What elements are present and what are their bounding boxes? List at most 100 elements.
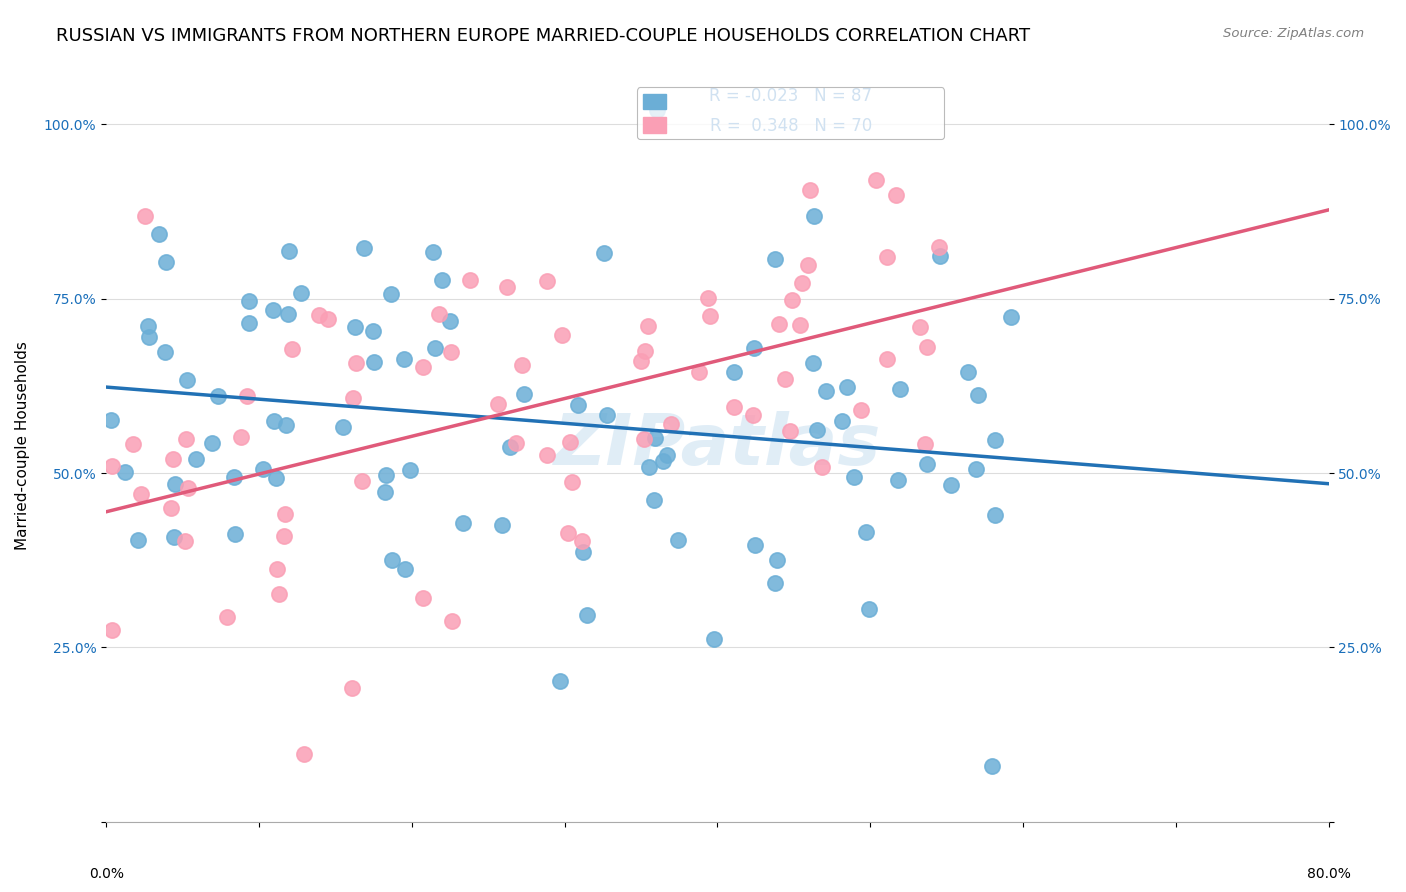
- Point: [238, 293, 260, 308]
- Point: [536, 274, 558, 288]
- Point: [638, 460, 661, 475]
- Point: [163, 477, 186, 491]
- Point: [633, 432, 655, 446]
- Point: [134, 210, 156, 224]
- Point: [361, 324, 384, 338]
- Point: [176, 481, 198, 495]
- Point: [422, 244, 444, 259]
- Point: [273, 507, 295, 521]
- Point: [439, 314, 461, 328]
- Legend: Russians, Immigrants from Northern Europe: Russians, Immigrants from Northern Europ…: [637, 87, 945, 139]
- Point: [742, 408, 765, 422]
- Point: [837, 380, 859, 394]
- Point: [427, 307, 450, 321]
- Point: [647, 103, 669, 118]
- Point: [350, 474, 373, 488]
- Point: [127, 533, 149, 548]
- Point: [851, 403, 873, 417]
- Point: [176, 373, 198, 387]
- Point: [659, 417, 682, 432]
- Point: [100, 623, 122, 637]
- Point: [281, 343, 304, 357]
- Point: [634, 343, 657, 358]
- Point: [162, 452, 184, 467]
- Point: [548, 673, 571, 688]
- Point: [440, 345, 463, 359]
- Text: 80.0%: 80.0%: [1306, 867, 1351, 881]
- Point: [697, 291, 720, 305]
- Point: [1000, 310, 1022, 324]
- Point: [277, 307, 299, 321]
- Point: [766, 553, 789, 567]
- Point: [308, 308, 330, 322]
- Point: [505, 436, 527, 450]
- Point: [842, 469, 865, 483]
- Point: [412, 591, 434, 605]
- Point: [100, 413, 122, 427]
- Point: [652, 453, 675, 467]
- Point: [810, 459, 832, 474]
- Point: [780, 293, 803, 307]
- Point: [637, 319, 659, 334]
- Point: [155, 255, 177, 269]
- Point: [884, 188, 907, 202]
- Point: [499, 440, 522, 454]
- Point: [266, 562, 288, 576]
- Point: [789, 318, 811, 333]
- Point: [374, 485, 396, 500]
- Point: [207, 389, 229, 403]
- Point: [801, 356, 824, 370]
- Text: Source: ZipAtlas.com: Source: ZipAtlas.com: [1223, 27, 1364, 40]
- Point: [592, 245, 614, 260]
- Point: [184, 451, 207, 466]
- Point: [576, 608, 599, 623]
- Point: [956, 365, 979, 379]
- Point: [398, 463, 420, 477]
- Point: [101, 459, 124, 474]
- Point: [138, 330, 160, 344]
- Point: [121, 436, 143, 450]
- Point: [657, 448, 679, 462]
- Text: R = -0.023   N = 87: R = -0.023 N = 87: [709, 87, 872, 105]
- Point: [980, 759, 1002, 773]
- Point: [510, 358, 533, 372]
- Text: ZIPatlas: ZIPatlas: [554, 410, 882, 480]
- Point: [630, 354, 652, 368]
- Point: [536, 448, 558, 462]
- Point: [928, 240, 950, 254]
- Point: [252, 462, 274, 476]
- Point: [380, 286, 402, 301]
- Point: [174, 432, 197, 446]
- Point: [458, 273, 481, 287]
- Y-axis label: Married-couple Households: Married-couple Households: [15, 341, 30, 549]
- Text: R =  0.348   N = 70: R = 0.348 N = 70: [710, 118, 872, 136]
- Point: [858, 602, 880, 616]
- Point: [572, 545, 595, 559]
- Point: [984, 433, 1007, 447]
- Point: [876, 351, 898, 366]
- Point: [343, 320, 366, 334]
- Point: [153, 345, 176, 359]
- Point: [491, 518, 513, 533]
- Point: [374, 467, 396, 482]
- Point: [560, 434, 582, 449]
- Point: [865, 173, 887, 187]
- Point: [394, 351, 416, 366]
- Point: [792, 277, 814, 291]
- Point: [666, 533, 689, 547]
- Point: [831, 414, 853, 428]
- Point: [264, 471, 287, 485]
- Point: [486, 397, 509, 411]
- Point: [723, 365, 745, 379]
- Point: [966, 388, 988, 402]
- Point: [114, 465, 136, 479]
- Point: [148, 227, 170, 242]
- Point: [513, 387, 536, 401]
- Point: [886, 473, 908, 487]
- Point: [699, 309, 721, 323]
- Point: [855, 524, 877, 539]
- Point: [381, 552, 404, 566]
- Point: [915, 340, 938, 354]
- Point: [561, 475, 583, 489]
- Point: [803, 209, 825, 223]
